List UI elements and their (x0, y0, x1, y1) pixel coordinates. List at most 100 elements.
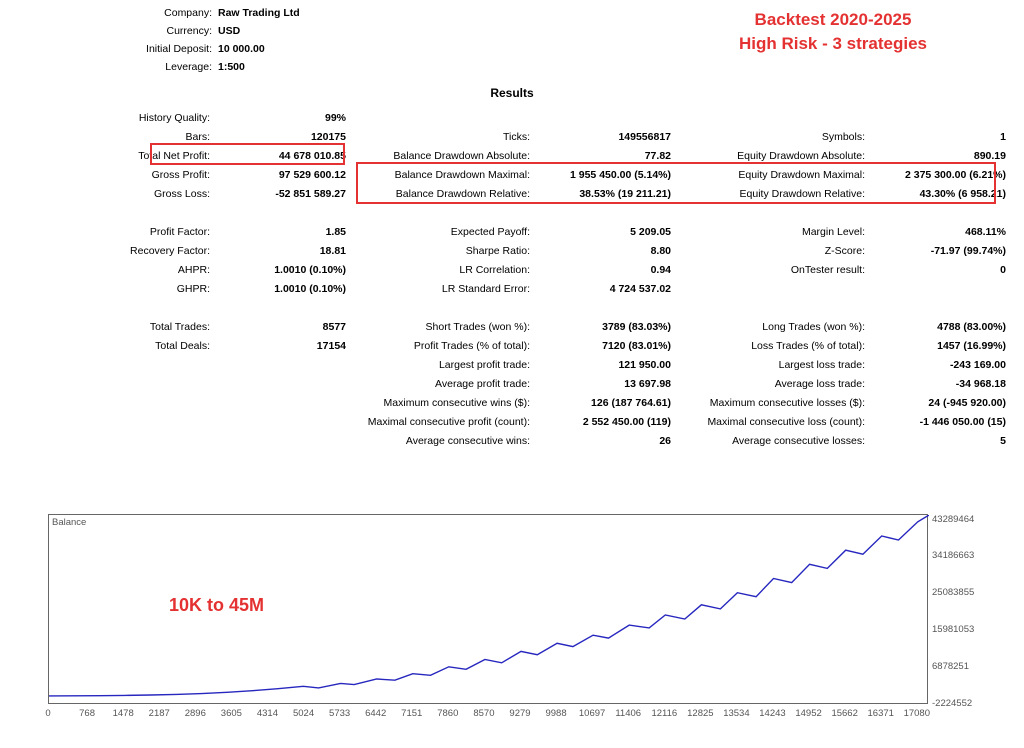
result-label: Expected Payoff: (340, 226, 536, 238)
result-label: Balance Drawdown Absolute: (340, 150, 536, 162)
chart-xtick: 3605 (211, 708, 251, 719)
chart-xtick: 14952 (789, 708, 829, 719)
chart-ytick: 43289464 (932, 514, 992, 525)
result-value: -34 968.18 (871, 378, 1006, 390)
result-row: Maximal consecutive profit (count):2 552… (340, 412, 671, 431)
result-label: Equity Drawdown Absolute: (665, 150, 871, 162)
result-label: Average consecutive wins: (340, 435, 536, 447)
chart-xtick: 15662 (825, 708, 865, 719)
highlight-box-1 (356, 162, 996, 204)
chart-xtick: 9988 (536, 708, 576, 719)
chart-ytick: 25083855 (932, 587, 992, 598)
result-row: Maximum consecutive losses ($):24 (-945 … (665, 393, 1006, 412)
result-value: 13 697.98 (536, 378, 671, 390)
result-value: -52 851 589.27 (216, 188, 346, 200)
chart-xtick: 6442 (356, 708, 396, 719)
result-label: Bars: (0, 131, 216, 143)
result-label: Average consecutive losses: (665, 435, 871, 447)
chart-ytick: 34186663 (932, 550, 992, 561)
chart-xtick: 11406 (608, 708, 648, 719)
result-label: Maximum consecutive losses ($): (665, 397, 871, 409)
chart-ytick: 6878251 (932, 661, 992, 672)
result-label: Short Trades (won %): (340, 321, 536, 333)
result-row: Largest profit trade:121 950.00 (340, 355, 671, 374)
result-row: AHPR:1.0010 (0.10%) (0, 260, 346, 279)
result-row: Profit Trades (% of total):7120 (83.01%) (340, 336, 671, 355)
results-col-3: Symbols:1Equity Drawdown Absolute:890.19… (665, 108, 1006, 450)
results-header: Results (0, 86, 1024, 100)
chart-xtick: 9279 (500, 708, 540, 719)
chart-xtick: 5024 (284, 708, 324, 719)
result-label: Loss Trades (% of total): (665, 340, 871, 352)
result-value: 120175 (216, 131, 346, 143)
result-row: Average profit trade:13 697.98 (340, 374, 671, 393)
result-value: 26 (536, 435, 671, 447)
result-label: Gross Loss: (0, 188, 216, 200)
result-value: 5 209.05 (536, 226, 671, 238)
chart-xtick: 5733 (320, 708, 360, 719)
result-label: OnTester result: (665, 264, 871, 276)
result-row: Largest loss trade:-243 169.00 (665, 355, 1006, 374)
result-row: Gross Profit:97 529 600.12 (0, 165, 346, 184)
result-value: 0 (871, 264, 1006, 276)
result-row: Average consecutive losses:5 (665, 431, 1006, 450)
result-row: Maximum consecutive wins ($):126 (187 76… (340, 393, 671, 412)
result-row: Gross Loss:-52 851 589.27 (0, 184, 346, 203)
setting-label: Company: (0, 7, 218, 19)
chart-xtick: 7860 (428, 708, 468, 719)
chart-xtick: 13534 (716, 708, 756, 719)
setting-deposit: Initial Deposit:10 000.00 (0, 40, 338, 58)
result-label: Total Trades: (0, 321, 216, 333)
result-label: Largest loss trade: (665, 359, 871, 371)
result-row: Average consecutive wins:26 (340, 431, 671, 450)
result-label: LR Standard Error: (340, 283, 536, 295)
result-label: Maximum consecutive wins ($): (340, 397, 536, 409)
result-value: 1 (871, 131, 1006, 143)
balance-chart: Balance 10K to 45M -22245526878251159810… (48, 514, 976, 724)
chart-ytick: -2224552 (932, 698, 992, 709)
result-label: Long Trades (won %): (665, 321, 871, 333)
result-row: Average loss trade:-34 968.18 (665, 374, 1006, 393)
result-row: Expected Payoff:5 209.05 (340, 222, 671, 241)
overlay-line2: High Risk - 3 strategies (739, 34, 927, 53)
result-row: LR Correlation:0.94 (340, 260, 671, 279)
result-row: LR Standard Error:4 724 537.02 (340, 279, 671, 298)
result-value: -243 169.00 (871, 359, 1006, 371)
result-value: 0.94 (536, 264, 671, 276)
result-row: Loss Trades (% of total):1457 (16.99%) (665, 336, 1006, 355)
result-row: GHPR:1.0010 (0.10%) (0, 279, 346, 298)
chart-ytick: 15981053 (932, 624, 992, 635)
chart-xtick: 2187 (139, 708, 179, 719)
result-label: Symbols: (665, 131, 871, 143)
result-value: 468.11% (871, 226, 1006, 238)
result-value: 149556817 (536, 131, 671, 143)
chart-xtick: 0 (28, 708, 68, 719)
result-row: Total Deals:17154 (0, 336, 346, 355)
result-row: Z-Score:-71.97 (99.74%) (665, 241, 1006, 260)
setting-label: Currency: (0, 25, 218, 37)
chart-xtick: 14243 (752, 708, 792, 719)
result-label: Profit Trades (% of total): (340, 340, 536, 352)
result-value: 8.80 (536, 245, 671, 257)
result-row: Margin Level:468.11% (665, 222, 1006, 241)
result-value: 1.85 (216, 226, 346, 238)
setting-leverage: Leverage:1:500 (0, 58, 338, 76)
chart-overlay-text: 10K to 45M (169, 595, 264, 616)
result-value: 7120 (83.01%) (536, 340, 671, 352)
settings-block: Company:Raw Trading LtdCurrency:USDIniti… (0, 4, 338, 76)
chart-xtick: 16371 (861, 708, 901, 719)
result-label: Maximal consecutive loss (count): (665, 416, 871, 428)
setting-value: Raw Trading Ltd (218, 7, 338, 19)
result-value: 2 552 450.00 (119) (536, 416, 671, 428)
result-value: 1.0010 (0.10%) (216, 283, 346, 295)
result-value: 1.0010 (0.10%) (216, 264, 346, 276)
result-value: 17154 (216, 340, 346, 352)
chart-xtick: 8570 (464, 708, 504, 719)
result-label: Total Deals: (0, 340, 216, 352)
setting-currency: Currency:USD (0, 22, 338, 40)
result-row: Total Trades:8577 (0, 317, 346, 336)
setting-company: Company:Raw Trading Ltd (0, 4, 338, 22)
chart-border: Balance 10K to 45M (48, 514, 928, 704)
chart-xtick: 12825 (680, 708, 720, 719)
result-value: 18.81 (216, 245, 346, 257)
